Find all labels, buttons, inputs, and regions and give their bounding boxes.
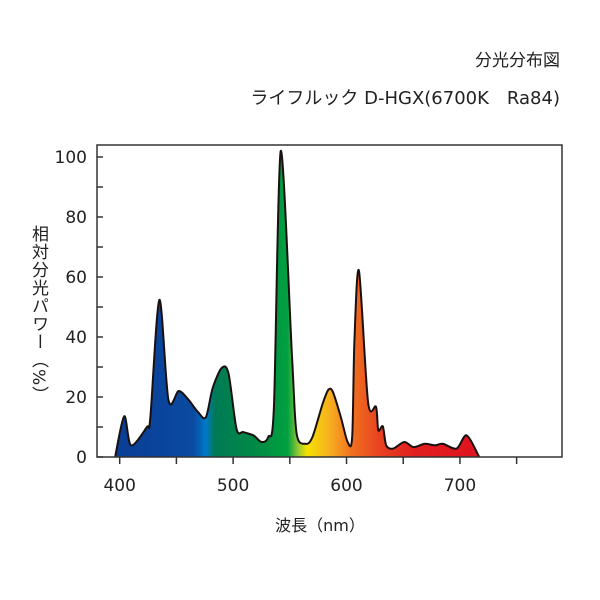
x-tick-label: 400 (103, 476, 135, 496)
y-tick-label: 80 (65, 208, 87, 228)
y-axis-label: 相対分光パワー（%） (28, 225, 48, 405)
x-tick-label: 700 (444, 476, 476, 496)
x-tick-label: 500 (217, 476, 249, 496)
y-tick-label: 40 (65, 328, 87, 348)
plot-frame (96, 144, 563, 458)
chart-title: 分光分布図 (475, 51, 560, 71)
spectrum-line (114, 149, 481, 458)
x-axis-label: 波長（nm） (275, 516, 365, 535)
y-tick-label: 0 (76, 448, 87, 468)
y-tick-label: 60 (65, 268, 87, 288)
x-tick-label: 600 (330, 476, 362, 496)
spectrum-area (115, 150, 480, 457)
chart-subtitle: ライフルック D-HGX(6700K Ra84) (250, 88, 560, 109)
y-tick-label: 20 (65, 388, 87, 408)
y-tick-label: 100 (55, 148, 87, 168)
